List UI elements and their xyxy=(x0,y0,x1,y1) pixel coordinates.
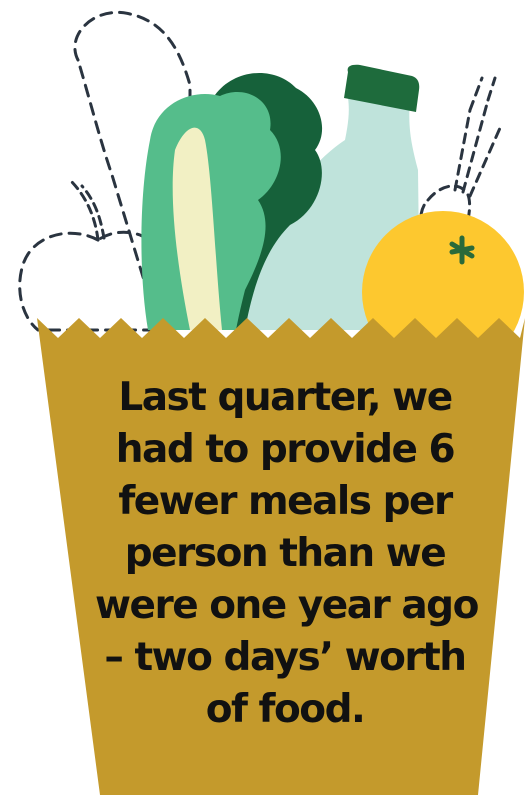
message-line: of food. xyxy=(205,687,366,732)
message-line: Last quarter, we xyxy=(118,375,453,420)
bag-message: Last quarter, we had to provide 6 fewer … xyxy=(95,372,479,736)
apple-outline-icon xyxy=(18,230,181,332)
paper-bag-icon xyxy=(37,318,525,795)
message-line: had to provide 6 xyxy=(115,427,456,472)
message-line: were one year ago xyxy=(95,583,479,628)
milk-bottle-cap-icon xyxy=(344,64,420,112)
message-line: person than we xyxy=(124,531,447,576)
lettuce-stem-icon xyxy=(172,127,222,330)
message-line: fewer meals per xyxy=(118,479,453,524)
baguette-outline-icon xyxy=(73,10,192,304)
orange-stem-icon xyxy=(449,235,475,265)
carrot-leaves-outline-icon xyxy=(453,76,502,198)
apple-stem-outline-icon xyxy=(68,178,106,242)
message-line: – two days’ worth xyxy=(104,635,467,680)
